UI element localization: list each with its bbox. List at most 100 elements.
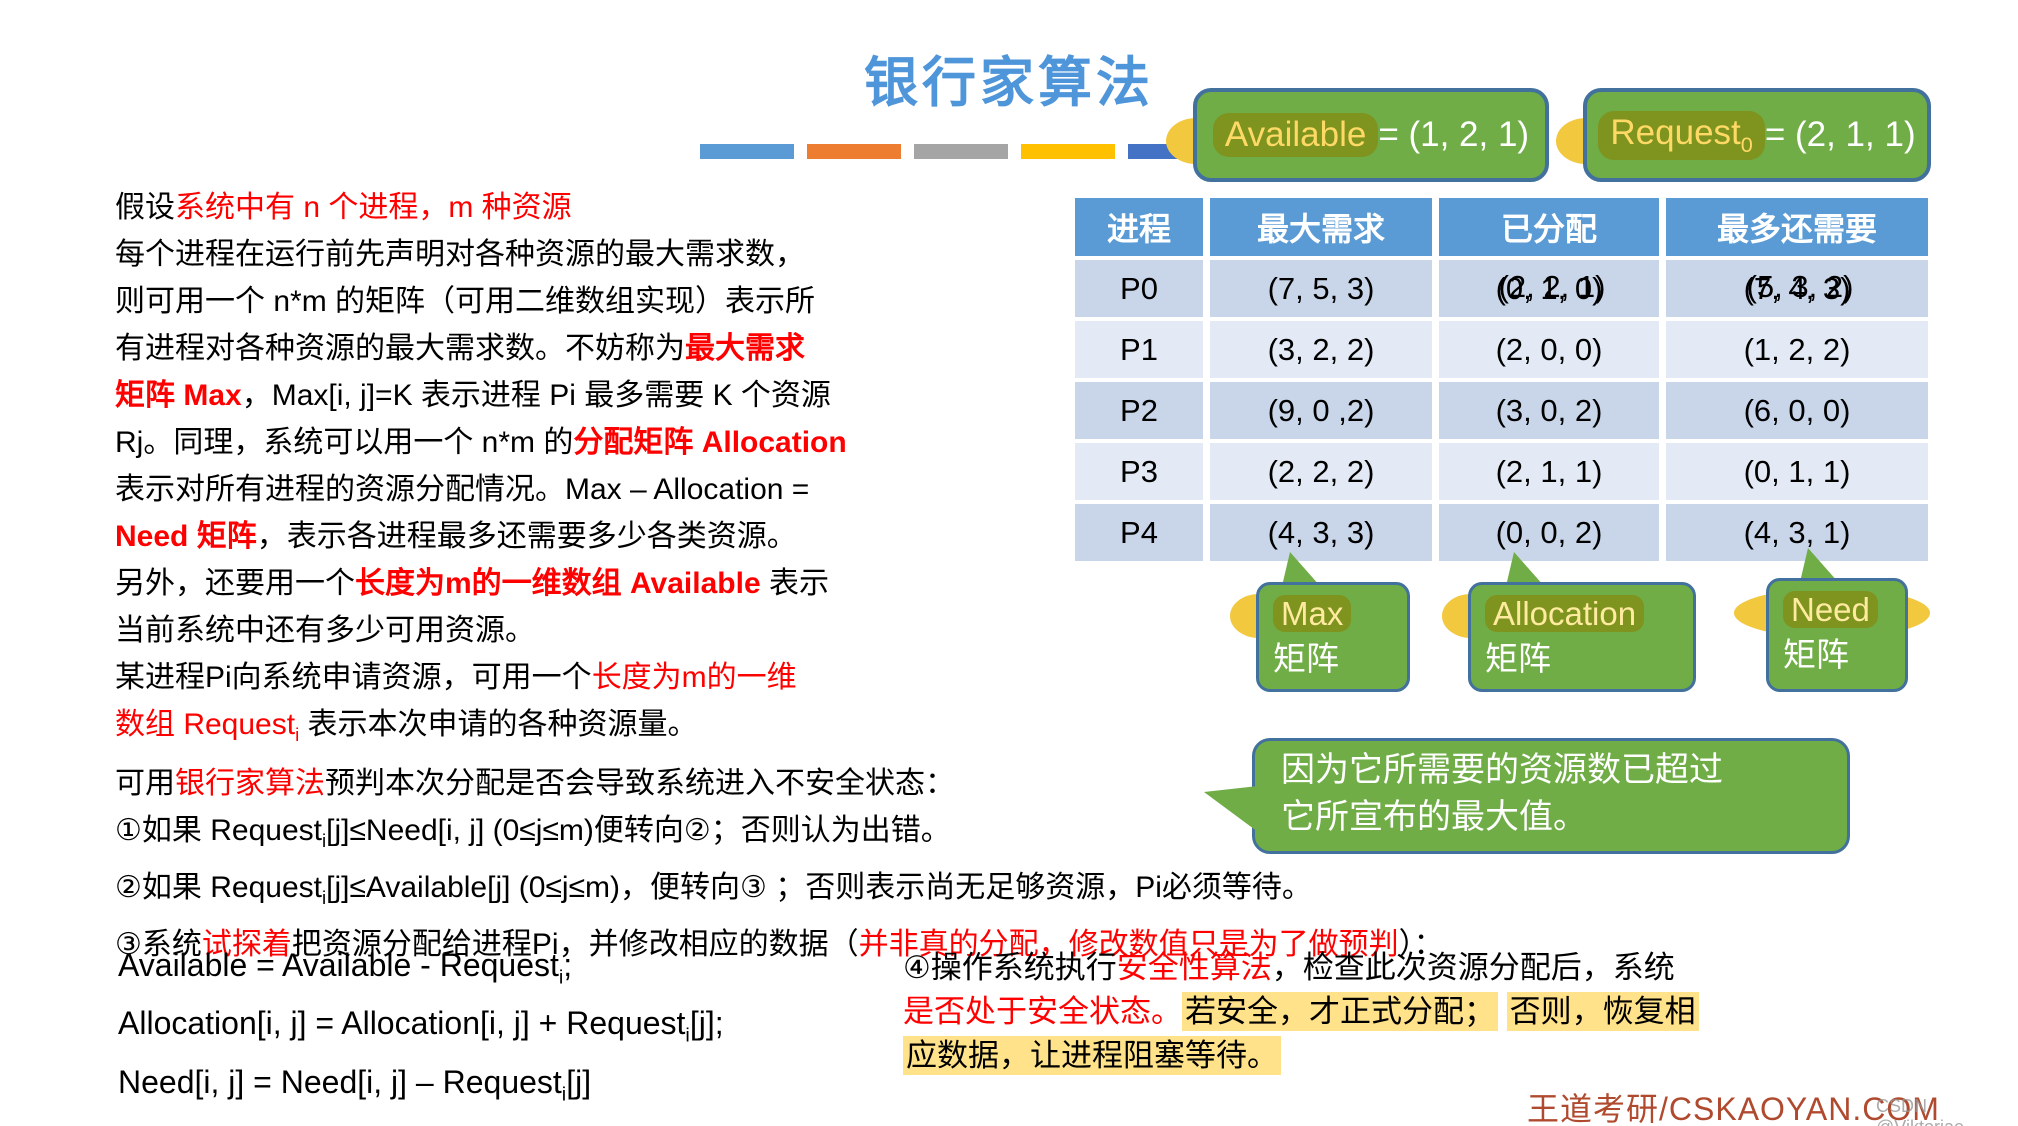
text-run: 把资源分配给进程Pi，并修改相应的数据（ xyxy=(291,928,859,961)
text-run: 矩阵 Max xyxy=(115,379,242,412)
resource-table: 进程 最大需求 已分配 最多还需要 P0 (7, 5, 3) (0, 1, 0) (2, 2,… xyxy=(1075,198,1928,561)
text-line: Need 矩阵，表示各进程最多还需要多少各类资源。 xyxy=(115,513,847,560)
table-cell: (2, 0, 0) xyxy=(1439,321,1659,378)
text-run: 银行家算法 xyxy=(175,767,325,800)
text-line: ②如果 Requesti[j]≤Available[j] (0≤j≤m)，便转向… xyxy=(115,864,1444,921)
text-run: i xyxy=(558,966,564,989)
max-matrix-bubble: Max 矩阵 xyxy=(1256,582,1410,692)
text-line: 矩阵 Max，Max[i, j]=K 表示进程 Pi 最多需要 K 个资源 xyxy=(115,372,847,419)
text-line: 某进程Pi向系统申请资源，可用一个长度为m的一维 xyxy=(115,654,847,701)
table-header-cell: 已分配 xyxy=(1439,198,1659,256)
table-cell: P1 xyxy=(1075,321,1203,378)
text-run: 另外，还要用一个 xyxy=(115,567,355,600)
brand-watermark: 王道考研/CSKAOYAN.COM xyxy=(1527,1091,1940,1126)
request-word: Request xyxy=(1610,112,1741,152)
table-cell: (3, 0, 2) xyxy=(1439,382,1659,439)
text-line: 当前系统中还有多少可用资源。 xyxy=(115,607,847,654)
allocation-word: Allocation xyxy=(1485,595,1645,632)
bubble-label-row: 矩阵 xyxy=(1783,636,1849,673)
request-subscript: 0 xyxy=(1740,131,1753,157)
text-run: 系统中有 n 个进程，m 种资源 xyxy=(175,191,572,224)
title-underline-bars xyxy=(700,144,1222,159)
reason-callout: 因为它所需要的资源数已超过 它所宣布的最大值。 xyxy=(1252,738,1850,854)
need-word: Need xyxy=(1783,591,1878,628)
decor-bar xyxy=(807,144,901,159)
text-run: Available = Available - Request xyxy=(118,947,559,983)
table-cell: (4, 3, 1) xyxy=(1666,504,1928,561)
request-value: = (2, 1, 1) xyxy=(1764,115,1916,154)
text-line: 数组 Requesti 表示本次申请的各种资源量。 xyxy=(115,701,847,758)
text-line: Available = Available - Requesti; xyxy=(118,942,724,1000)
page-title: 银行家算法 xyxy=(864,53,1154,113)
text-line: ①如果 Requesti[j]≤Need[i, j] (0≤j≤m)便转向②；否… xyxy=(115,807,1444,864)
bubble-label-row: 矩阵 xyxy=(1273,640,1339,677)
text-run: i xyxy=(321,887,327,908)
text-line: 有进程对各种资源的最大需求数。不妨称为最大需求 xyxy=(115,325,847,372)
text-run: 表示本次申请的各种资源量。 xyxy=(299,708,698,741)
table-cell: (1, 2, 2) xyxy=(1666,321,1928,378)
decor-bar xyxy=(914,144,1008,159)
table-header-cell: 最多还需要 xyxy=(1666,198,1928,256)
available-marker-highlight: Available xyxy=(1212,113,1379,157)
text-run: ; xyxy=(563,947,573,983)
text-run: 长度为m的一维 xyxy=(591,661,797,694)
text-run: ①如果 Request xyxy=(115,814,322,847)
text-run: Allocation[i, j] = Allocation[i, j] + Re… xyxy=(118,1005,686,1042)
text-run: i xyxy=(561,1083,567,1106)
text-run: [j]; xyxy=(689,1005,724,1042)
overlaid-value: (0, 1, 0) xyxy=(1495,270,1603,306)
allocation-bubble-tail xyxy=(1506,552,1544,586)
table-cell: (2, 2, 2) xyxy=(1210,443,1432,500)
text-run: i xyxy=(321,830,327,851)
max-word: Max xyxy=(1273,595,1352,632)
text-run: 每个进程在运行前先声明对各种资源的最大需求数， xyxy=(115,238,805,271)
bubble-label-row: 矩阵 xyxy=(1485,640,1551,677)
text-run: 分配矩阵 Allocation xyxy=(573,426,847,459)
table-header-cell: 进程 xyxy=(1075,198,1203,256)
reason-line: 因为它所需要的资源数已超过 xyxy=(1281,751,1723,789)
text-run: 则可用一个 n*m 的矩阵（可用二维数组实现）表示所 xyxy=(115,285,816,318)
text-run xyxy=(1498,994,1507,1029)
table-cell: P3 xyxy=(1075,443,1203,500)
reason-line: 它所宣布的最大值。 xyxy=(1281,798,1587,836)
table-cell: (0, 0, 2) xyxy=(1439,504,1659,561)
text-line: 则可用一个 n*m 的矩阵（可用二维数组实现）表示所 xyxy=(115,278,847,325)
text-run: 预判本次分配是否会导致系统进入不安全状态： xyxy=(325,767,955,800)
decor-bar xyxy=(700,144,794,159)
table-cell: (6, 0, 0) xyxy=(1666,382,1928,439)
overlaid-value: (7, 4, 3) xyxy=(1743,270,1851,306)
text-run: i xyxy=(685,1024,690,1047)
text-run: ）： xyxy=(1398,928,1444,961)
table-cell: (0, 1, 1) xyxy=(1666,443,1928,500)
bubble-word-row: Need xyxy=(1783,587,1891,632)
text-run: Rj。同理，系统可以用一个 n*m 的 xyxy=(115,426,574,459)
text-run: 安全性算法 xyxy=(1116,950,1272,985)
text-run: 表示 xyxy=(760,567,829,600)
text-run: ，Max[i, j]=K 表示进程 Pi 最多需要 K 个资源 xyxy=(241,379,831,412)
text-run: 可用 xyxy=(115,767,175,800)
text-line: 表示对所有进程的资源分配情况。Max – Allocation = xyxy=(115,466,847,513)
text-run: [j]≤Available[j] (0≤j≤m)，便转向③ ；否则表示尚无足够资… xyxy=(326,871,1312,904)
available-value: = (1, 2, 1) xyxy=(1378,115,1530,154)
request-marker-highlight: Request0 xyxy=(1598,110,1765,160)
text-run: ，检查此次资源分配后，系统 xyxy=(1271,950,1675,985)
text-run: 长度为m的一维数组 Available xyxy=(355,567,761,600)
table-cell: P2 xyxy=(1075,382,1203,439)
text-line: ④操作系统执行安全性算法，检查此次资源分配后，系统 xyxy=(903,946,1699,990)
text-run: ④操作系统执行 xyxy=(903,950,1117,985)
request-badge: Request0 = (2, 1, 1) xyxy=(1583,88,1931,182)
text-run: ②如果 Request xyxy=(115,871,322,904)
need-matrix-bubble: Need 矩阵 xyxy=(1766,578,1908,692)
text-run: 应数据，让进程阻塞等待。 xyxy=(903,1036,1281,1075)
overlaid-value: (5, 3, 2) xyxy=(1746,268,1854,304)
overlaid-value: (2, 2, 1) xyxy=(1498,268,1606,304)
table-cell: (0, 1, 0) (2, 2, 1) xyxy=(1439,260,1659,317)
table-cell: (2, 1, 1) xyxy=(1439,443,1659,500)
text-run: 试探着 xyxy=(201,928,292,961)
bubble-word-row: Allocation xyxy=(1485,591,1679,636)
text-line: 每个进程在运行前先声明对各种资源的最大需求数， xyxy=(115,231,847,278)
text-line: Allocation[i, j] = Allocation[i, j] + Re… xyxy=(118,1000,724,1058)
text-run: i xyxy=(295,724,300,745)
text-run: ③系统 xyxy=(115,928,202,961)
available-badge: Available = (1, 2, 1) xyxy=(1193,88,1549,182)
